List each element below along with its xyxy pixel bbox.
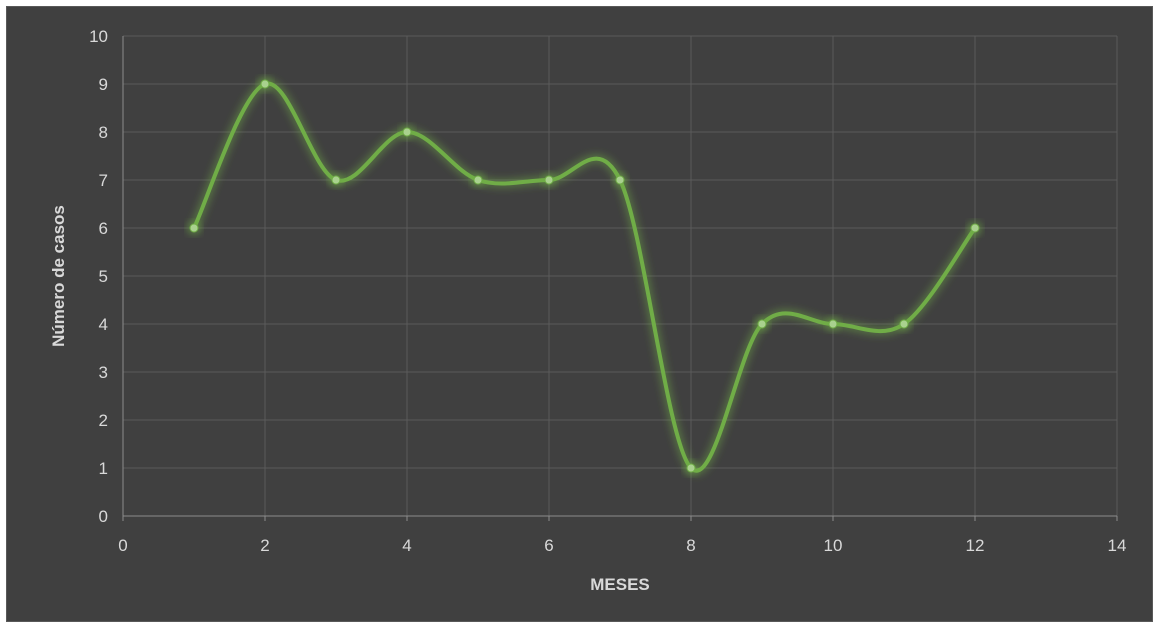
series-line-glow xyxy=(189,79,979,476)
y-tick-label: 5 xyxy=(99,267,108,286)
axes xyxy=(122,36,1118,521)
x-tick-label: 10 xyxy=(824,536,843,555)
data-point xyxy=(899,319,909,329)
data-point xyxy=(260,79,270,89)
x-tick-label: 14 xyxy=(1108,536,1127,555)
y-tick-label: 10 xyxy=(89,27,108,46)
y-tick-label: 0 xyxy=(99,507,108,526)
data-points xyxy=(187,77,982,475)
data-point xyxy=(615,175,625,185)
y-tick-label: 2 xyxy=(99,411,108,430)
y-tick-label: 9 xyxy=(99,75,108,94)
y-tick-label: 1 xyxy=(99,459,108,478)
data-point xyxy=(473,175,483,185)
data-point xyxy=(402,127,412,137)
y-axis-title: Número de casos xyxy=(49,205,68,347)
x-tick-label: 8 xyxy=(686,536,695,555)
x-tick-label: 4 xyxy=(402,536,411,555)
series-line-group xyxy=(189,79,979,476)
x-tick-label: 0 xyxy=(118,536,127,555)
x-axis-title: MESES xyxy=(590,575,650,594)
gridlines xyxy=(123,35,1118,516)
y-tick-label: 3 xyxy=(99,363,108,382)
data-point xyxy=(970,223,980,233)
data-point xyxy=(331,175,341,185)
data-point xyxy=(189,223,199,233)
chart-area xyxy=(6,6,1153,622)
y-tick-label: 4 xyxy=(99,315,108,334)
data-point xyxy=(757,319,767,329)
data-point xyxy=(828,319,838,329)
y-tick-label: 6 xyxy=(99,219,108,238)
y-tick-label: 8 xyxy=(99,123,108,142)
x-tick-label: 12 xyxy=(966,536,985,555)
data-point xyxy=(686,463,696,473)
x-tick-label: 2 xyxy=(260,536,269,555)
y-tick-label: 7 xyxy=(99,171,108,190)
data-point xyxy=(544,175,554,185)
x-tick-label: 6 xyxy=(544,536,553,555)
